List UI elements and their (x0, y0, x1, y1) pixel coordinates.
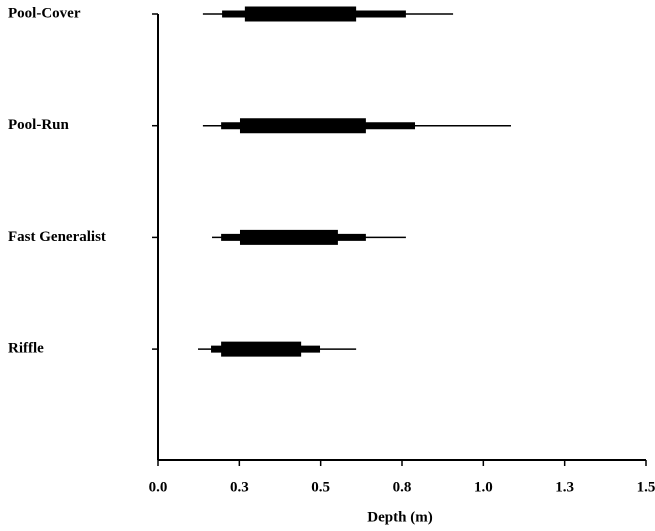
y-tick-label: Pool-Run (8, 117, 70, 133)
y-tick-label: Riffle (8, 341, 44, 357)
y-tick-label: Pool-Cover (8, 5, 81, 21)
x-tick-label: 0.0 (149, 479, 168, 495)
x-tick-label: 1.5 (637, 479, 655, 495)
x-tick-label: 0.3 (230, 479, 249, 495)
x-tick-label: 1.0 (474, 479, 493, 495)
y-tick-label: Fast Generalist (8, 229, 106, 245)
x-axis-label: Depth (m) (367, 509, 432, 525)
x-tick-label: 0.8 (393, 479, 412, 495)
x-tick-label: 1.3 (555, 479, 574, 495)
x-tick-label: 0.5 (311, 479, 330, 495)
